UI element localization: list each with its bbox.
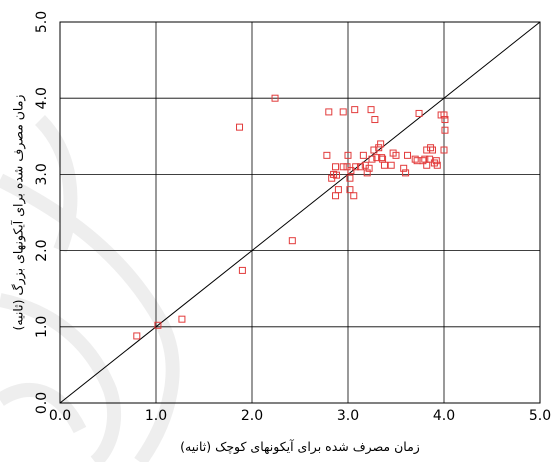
data-point <box>387 161 395 169</box>
data-point <box>154 321 162 329</box>
data-point <box>367 106 375 114</box>
x-tick-label: 3.0 <box>337 408 359 424</box>
data-point <box>370 146 378 154</box>
y-tick-label: 0.0 <box>34 392 50 414</box>
data-point <box>411 155 419 163</box>
data-point <box>440 111 448 119</box>
data-point <box>404 151 412 159</box>
data-point <box>178 315 186 323</box>
data-point <box>339 163 347 171</box>
data-point <box>288 237 296 245</box>
data-point <box>441 126 449 134</box>
x-axis-ticks: 0.0 1.0 2.0 3.0 4.0 5.0 <box>49 408 551 424</box>
data-point <box>392 151 400 159</box>
y-tick-label: 1.0 <box>34 316 50 338</box>
data-point <box>400 164 408 172</box>
data-point <box>346 186 354 194</box>
data-point <box>238 266 246 274</box>
data-point <box>371 116 379 124</box>
data-point <box>347 167 355 175</box>
data-point <box>378 154 386 162</box>
data-point <box>419 157 427 165</box>
data-point <box>332 192 340 200</box>
data-point <box>423 146 431 154</box>
data-point <box>339 108 347 116</box>
x-tick-label: 0.0 <box>49 408 71 424</box>
y-tick-label: 3.0 <box>34 163 50 185</box>
data-point <box>402 169 410 177</box>
y-tick-label: 2.0 <box>34 239 50 261</box>
data-point <box>426 155 434 163</box>
data-point <box>332 171 340 179</box>
x-tick-label: 5.0 <box>529 408 551 424</box>
data-point <box>427 144 435 152</box>
data-point <box>351 106 359 114</box>
data-point <box>236 123 244 131</box>
data-point <box>375 144 383 152</box>
data-point <box>363 169 371 177</box>
data-point <box>380 161 388 169</box>
data-point <box>440 146 448 154</box>
reference-line-layer <box>59 21 541 404</box>
data-point <box>346 174 354 182</box>
data-point <box>323 151 331 159</box>
data-point <box>432 157 440 165</box>
data-point <box>332 163 340 171</box>
data-point <box>133 332 141 340</box>
data-point <box>428 146 436 154</box>
data-point <box>352 163 360 171</box>
data-point <box>334 186 342 194</box>
data-point <box>415 109 423 117</box>
data-point <box>441 116 449 124</box>
data-point <box>377 140 385 148</box>
data-point <box>365 164 373 172</box>
y-tick-label: 4.0 <box>34 87 50 109</box>
y-axis-ticks: 0.0 1.0 2.0 3.0 4.0 5.0 <box>34 11 50 414</box>
data-point <box>343 163 351 171</box>
data-point <box>359 151 367 159</box>
data-point <box>325 108 333 116</box>
data-point <box>423 161 431 169</box>
reference-line <box>59 21 541 404</box>
plot-frame <box>59 21 541 404</box>
x-tick-label: 4.0 <box>433 408 455 424</box>
data-point <box>413 157 421 165</box>
data-point <box>433 161 441 169</box>
y-tick-label: 5.0 <box>34 11 50 33</box>
data-points <box>133 94 449 340</box>
x-tick-label: 1.0 <box>145 408 167 424</box>
data-point <box>344 151 352 159</box>
data-point <box>356 163 364 171</box>
data-point <box>350 192 358 200</box>
data-point <box>271 94 279 102</box>
data-point <box>368 155 376 163</box>
x-tick-label: 2.0 <box>241 408 263 424</box>
y-axis-label: زمان مصرف شده برای آیکونهای بزرگ (ثانیه) <box>11 95 27 331</box>
x-axis-label: زمان مصرف شده برای آیکونهای کوچک (ثانیه) <box>180 439 420 455</box>
